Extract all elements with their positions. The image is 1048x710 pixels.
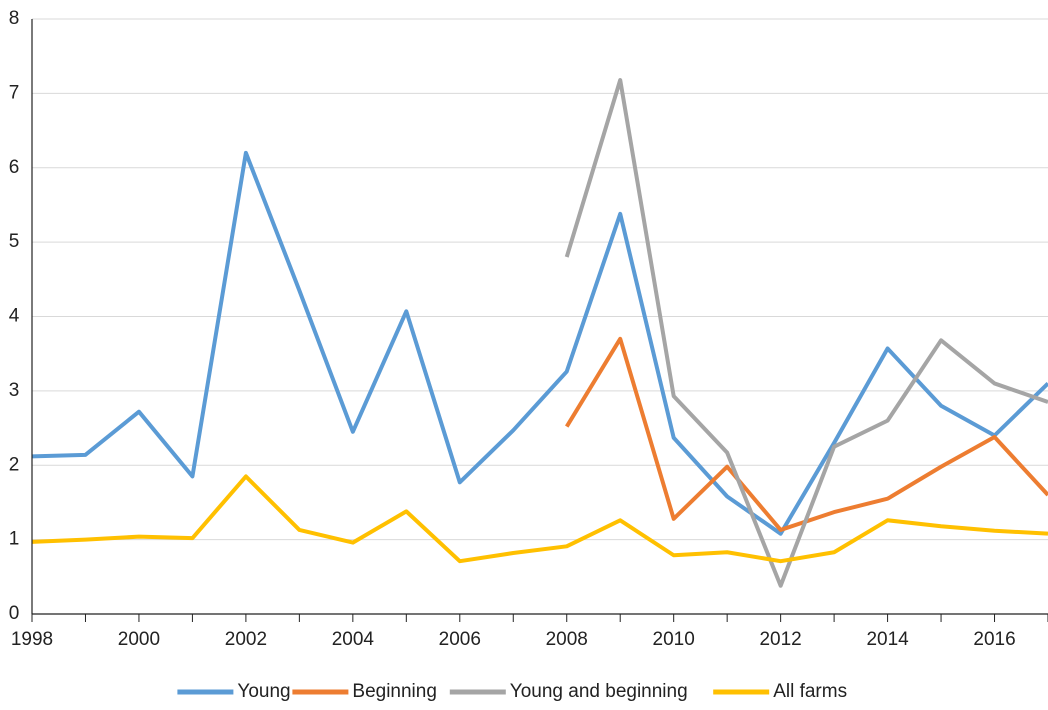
legend-label: All farms: [773, 681, 847, 702]
y-tick-label: 3: [9, 380, 20, 401]
x-tick-label: 2012: [759, 629, 801, 650]
plot: [32, 77, 1048, 588]
y-tick-label: 8: [9, 8, 20, 29]
y-tick-label: 2: [9, 454, 20, 475]
x-tick-label: 2008: [546, 629, 588, 650]
y-tick-label: 4: [9, 306, 20, 327]
x-tick-label: 2014: [866, 629, 909, 650]
x-tick-label: 2002: [225, 629, 267, 650]
series-line: [32, 474, 1048, 564]
x-tick-label: 1998: [11, 629, 53, 650]
y-tick-label: 7: [9, 82, 20, 103]
x-tick-label: 2016: [973, 629, 1015, 650]
legend-label: Young: [237, 681, 290, 702]
series-line: [32, 150, 1048, 536]
legend-label: Young and beginning: [510, 681, 688, 702]
x-tick-label: 2000: [118, 629, 160, 650]
y-tick-label: 6: [9, 157, 20, 178]
x-tick-label: 2006: [439, 629, 481, 650]
y-tick-label: 5: [9, 231, 20, 252]
x-tick-label: 2010: [653, 629, 695, 650]
x-tick-label: 2004: [332, 629, 375, 650]
y-tick-label: 0: [9, 603, 20, 624]
series-line: [564, 77, 1048, 588]
grid: [32, 18, 1048, 615]
y-tick-label: 1: [9, 529, 20, 550]
legend-label: Beginning: [352, 681, 437, 702]
